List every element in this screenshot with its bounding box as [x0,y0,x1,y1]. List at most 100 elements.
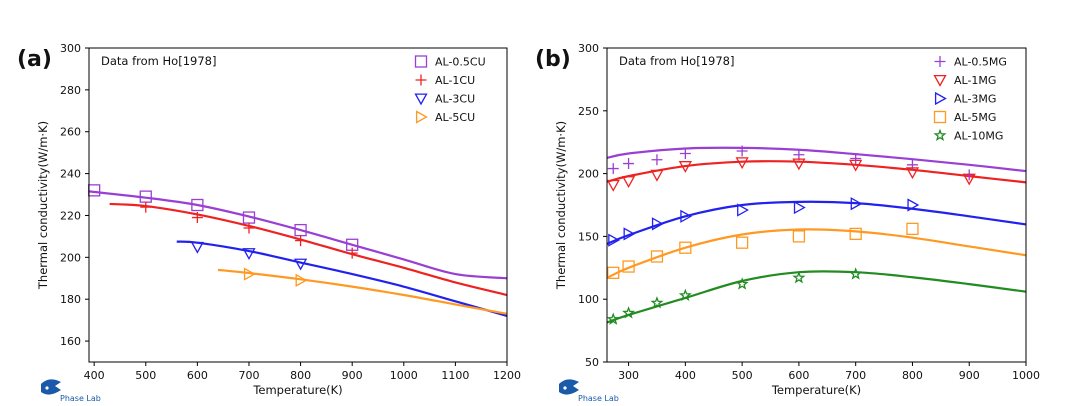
x-tick-label: 600 [788,369,809,382]
legend: AL-0.5MG AL-1MG AL-3MG AL-5MG AL-10MG [933,56,1007,143]
x-tick-label: 1000 [1012,369,1040,382]
data-point [679,241,692,254]
data-point [793,200,806,215]
data-point [735,277,749,290]
data-point [849,227,862,241]
x-tick-label: 900 [342,369,363,382]
legend-label: AL-3MG [954,93,996,106]
data-point [850,153,862,165]
data-point [88,184,101,197]
data-point [243,222,255,234]
fit-line-al-0.5cu [88,190,508,280]
data-point [650,169,664,182]
legend-marker [934,91,947,106]
data-point [737,203,749,217]
data-point [792,230,806,243]
data-point [678,288,692,301]
data-point [295,235,307,247]
legend-marker [415,74,427,86]
legend-label: AL-5MG [954,111,996,124]
legend-marker [414,55,428,68]
data-point [651,154,663,166]
y-axis-label: Thermal conductivity(W/m·K) [36,121,50,290]
legend-label: AL-10MG [954,130,1003,143]
y-tick-label: 200 [578,168,599,181]
x-tick-label: 1200 [493,369,521,382]
data-point [623,227,636,241]
x-tick-label: 1000 [390,369,418,382]
plot-frame [88,47,508,363]
data-point [905,167,920,180]
y-axis-label: Thermal conductivity(W/m·K) [554,121,568,290]
x-axis-label: Temperature(K) [252,383,342,397]
data-point [679,148,691,160]
data-point [735,157,749,170]
fit-line-al-1mg [606,160,1027,184]
data-point [650,296,664,309]
data-point [191,212,203,224]
data-point [906,222,919,236]
logo-dot-icon [45,386,49,390]
data-point [243,267,256,281]
source-annotation: Data from Ho[1978] [619,54,734,68]
y-tick-label: 300 [60,42,81,55]
x-tick-label: 700 [845,369,866,382]
data-point [736,145,748,157]
x-tick-label: 500 [135,369,156,382]
x-tick-label: 400 [84,369,105,382]
panel-label: (b) [535,47,571,72]
chart-panel-b: (b) 300 400 500 600 700 800 900 1000 50 100 150 200 2… [535,42,1040,397]
data-point [792,158,806,171]
series-al-5cu [243,267,308,287]
logo-mark-icon [41,379,61,395]
series-al-1cu [140,201,358,259]
y-tick-label: 100 [578,293,599,306]
y-tick-label: 160 [60,335,81,348]
legend: AL-0.5CU AL-1CU AL-3CU AL-5CU [414,55,486,124]
legend-marker [933,74,947,87]
data-point [190,241,204,254]
data-point [622,306,636,319]
data-point [606,312,620,325]
data-point [849,159,863,172]
data-point [850,197,863,211]
y-tick-label: 280 [60,84,81,97]
source-annotation: Data from Ho[1978] [101,54,216,68]
series-al-10mg [606,267,863,325]
y-tick-label: 300 [578,42,599,55]
data-point [792,270,806,284]
data-point [293,258,308,271]
data-point [608,233,621,247]
x-tick-label: 1100 [441,369,469,382]
data-point [907,198,920,212]
legend-marker [933,128,947,142]
legend-label: AL-0.5CU [435,56,486,69]
legend-label: AL-1MG [954,74,996,87]
legend-marker [415,110,428,124]
data-point [191,198,204,212]
legend-label: AL-0.5MG [954,56,1007,69]
legend-marker [414,93,428,106]
data-point [242,248,256,260]
chart-panel-a: (a) 400 500 600 700 800 900 1000 1100 1200 160 180 2… [17,42,521,397]
x-tick-label: 600 [187,369,208,382]
x-tick-label: 800 [902,369,923,382]
x-tick-label: 700 [238,369,259,382]
y-tick-label: 240 [60,168,81,181]
legend-label: AL-1CU [435,74,475,87]
legend-label: AL-5CU [435,111,475,124]
x-tick-label: 300 [618,369,639,382]
fit-line-al-10mg [606,270,1027,324]
data-point [622,260,635,273]
series-al-5mg [607,222,919,279]
data-point [346,247,358,259]
data-point [849,267,863,280]
logo-mark-icon [559,379,579,395]
data-point [140,201,152,213]
data-point [295,273,308,287]
y-tick-label: 250 [578,105,599,118]
legend-marker [934,56,946,67]
brand-name: Phase Lab [60,394,101,403]
legend-label: AL-3CU [435,93,475,106]
